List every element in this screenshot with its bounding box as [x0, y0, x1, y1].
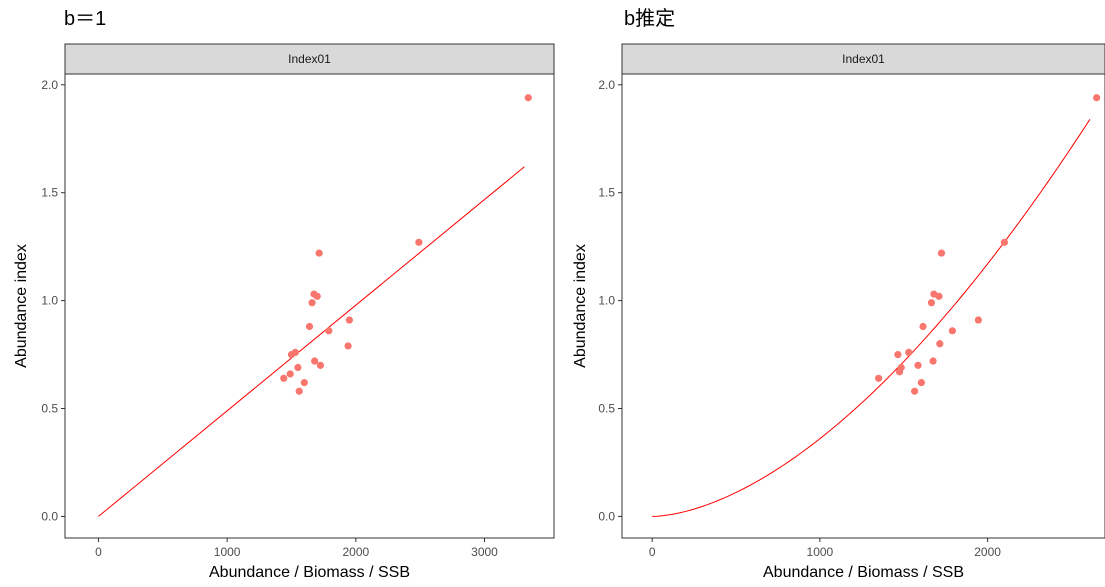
data-point	[919, 322, 927, 331]
facet-strip	[621, 43, 1105, 75]
x-tick-label: 1000	[214, 545, 241, 559]
data-point	[325, 327, 333, 335]
x-tick-label: 2000	[974, 545, 1001, 559]
y-tick-label: 1.5	[598, 186, 615, 200]
y-tick-label: 1.0	[598, 294, 615, 308]
data-point	[286, 370, 294, 378]
data-point	[874, 374, 883, 382]
y-tick-label: 1.0	[41, 294, 58, 308]
facet-panel-1: b＝1 Index01 0.0 0.5 1.0 1.5 2.0 0 1000 2000 3000 Ab…	[13, 8, 555, 581]
data-point	[1093, 94, 1101, 102]
fit-line	[98, 166, 525, 517]
data-point	[291, 348, 299, 356]
data-point	[911, 387, 919, 395]
data-point	[1000, 238, 1008, 246]
y-axis-title: Abundance index	[13, 244, 30, 368]
facet-strip	[64, 43, 555, 75]
data-point	[305, 322, 314, 331]
data-point	[937, 249, 946, 257]
data-point	[311, 357, 319, 365]
data-point	[300, 379, 308, 387]
data-point	[935, 292, 943, 300]
y-tick-label: 0.0	[41, 509, 58, 523]
y-tick-label: 2.0	[598, 78, 615, 92]
data-point	[344, 342, 352, 350]
data-point	[927, 299, 936, 307]
fit-line	[652, 119, 1091, 517]
plot-panel-border	[621, 73, 1105, 539]
data-point	[313, 292, 321, 300]
data-point	[295, 387, 303, 395]
data-point	[315, 249, 323, 257]
data-point	[524, 94, 532, 102]
facet-panel-2: b推定 Index01 0.0 0.5 1.0 1.5 2.0 0 1000 2000 Abunda…	[572, 7, 1105, 581]
data-point	[929, 357, 937, 365]
data-point	[905, 348, 913, 356]
data-point	[308, 299, 316, 307]
data-point	[345, 316, 353, 324]
x-tick-label: 0	[95, 545, 102, 559]
x-axis-title: Abundance / Biomass / SSB	[209, 564, 410, 581]
data-point	[936, 340, 944, 348]
data-point	[897, 363, 905, 372]
data-point	[974, 316, 982, 324]
y-tick-label: 0.5	[41, 402, 58, 416]
chart-title: b＝1	[64, 8, 106, 30]
y-axis-title: Abundance index	[572, 244, 589, 368]
data-point	[280, 374, 288, 382]
x-tick-label: 1000	[807, 545, 834, 559]
x-tick-label: 3000	[471, 545, 498, 559]
plot-panel-border	[64, 73, 555, 539]
facet-strip-label: Index01	[842, 52, 885, 66]
data-point	[914, 361, 922, 369]
data-point	[294, 363, 302, 372]
x-axis-title: Abundance / Biomass / SSB	[763, 564, 964, 581]
data-point	[917, 379, 925, 387]
y-tick-label: 2.0	[41, 78, 58, 92]
x-tick-label: 2000	[342, 545, 369, 559]
chart-title: b推定	[624, 7, 675, 30]
y-tick-label: 1.5	[41, 186, 58, 200]
data-point	[948, 327, 956, 335]
x-tick-label: 0	[649, 545, 656, 559]
y-tick-label: 0.0	[598, 509, 615, 523]
data-point	[415, 238, 423, 246]
y-tick-label: 0.5	[598, 402, 615, 416]
data-point	[316, 361, 325, 369]
facet-strip-label: Index01	[288, 52, 331, 66]
data-point	[894, 350, 902, 359]
